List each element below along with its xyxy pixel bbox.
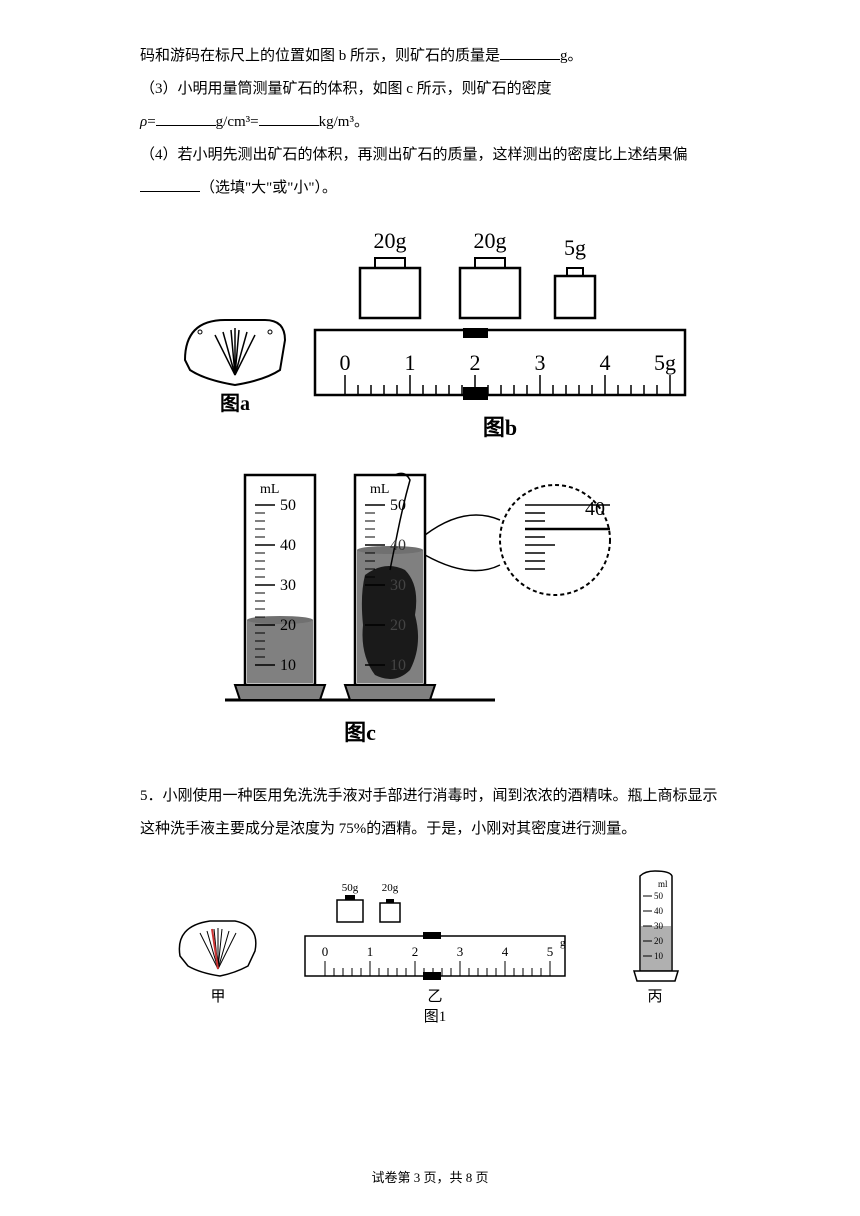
text: （选填"大"或"小"）。 (200, 180, 337, 196)
figure-ab-svg: 图a 20g 20g 5g (165, 220, 705, 450)
tick-3: 3 (535, 350, 546, 375)
line-1: 码和游码在标尺上的位置如图 b 所示，则矿石的质量是 g。 (140, 40, 730, 73)
tick-40: 40 (280, 537, 296, 554)
footer-right: 共 8 页 (450, 1170, 489, 1185)
footer: 试卷第 3 页，共 8 页 (0, 1167, 860, 1186)
text: 5．小刚使用一种医用免洗洗手液对手部进行消毒时，闻到浓浓的酒精味。瓶上商标显示这… (140, 788, 718, 837)
text: （4）若小明先测出矿石的体积，再测出矿石的质量，这样测出的密度比上述结果偏 (140, 147, 688, 163)
line-2: （3）小明用量筒测量矿石的体积，如图 c 所示，则矿石的密度 (140, 73, 730, 106)
figure-c-svg: mL 50 40 30 20 10 mL (215, 465, 655, 745)
q5-text: 5．小刚使用一种医用免洗洗手液对手部进行消毒时，闻到浓浓的酒精味。瓶上商标显示这… (140, 780, 730, 846)
figure-1: 甲 50g 20g 0 1 2 (140, 866, 730, 1041)
tick-50b: 50 (390, 497, 406, 514)
figure-1-svg: 甲 50g 20g 0 1 2 (165, 866, 705, 1036)
tick-2: 2 (470, 350, 481, 375)
tick-30: 30 (280, 577, 296, 594)
ml-label-2: mL (370, 482, 389, 497)
tick-10b: 10 (390, 657, 406, 674)
c50: 50 (654, 891, 664, 901)
text: （3）小明用量筒测量矿石的体积，如图 c 所示，则矿石的密度 (140, 81, 552, 97)
ml: ml (658, 879, 668, 889)
text: kg/m³。 (319, 114, 369, 130)
figure-ab: 图a 20g 20g 5g (140, 220, 730, 455)
rg: g (560, 937, 566, 949)
tick-10: 10 (280, 657, 296, 674)
line-3: ρ=g/cm³=kg/m³。 (140, 106, 730, 139)
c40: 40 (654, 906, 664, 916)
tick-5g: 5g (654, 350, 676, 375)
weight-label-1: 20g (374, 228, 407, 253)
c10: 10 (654, 951, 664, 961)
r4: 4 (502, 944, 509, 959)
tick-30b: 30 (390, 577, 406, 594)
weight-label-3: 5g (564, 235, 586, 260)
text: 码和游码在标尺上的位置如图 b 所示，则矿石的质量是 (140, 48, 500, 64)
w50g: 50g (342, 882, 359, 894)
label-a: 图a (220, 392, 250, 415)
tick-40b: 40 (390, 537, 406, 554)
r5: 5 (547, 944, 554, 959)
c20: 20 (654, 936, 664, 946)
label-jia: 甲 (210, 989, 225, 1005)
r3: 3 (457, 944, 464, 959)
text: = (147, 114, 155, 130)
r0: 0 (322, 944, 329, 959)
footer-left: 试卷第 3 页， (371, 1170, 449, 1185)
label-b: 图b (483, 415, 517, 440)
c30: 30 (654, 921, 664, 931)
tick-20: 20 (280, 617, 296, 634)
tick-4: 4 (600, 350, 611, 375)
label-c: 图c (344, 720, 376, 745)
tick-1: 1 (405, 350, 416, 375)
figure-c: mL 50 40 30 20 10 mL (140, 465, 730, 750)
tick-0: 0 (340, 350, 351, 375)
ml-label-1: mL (260, 482, 279, 497)
blank-density1 (156, 111, 216, 126)
blank-density2 (259, 111, 319, 126)
text: g。 (560, 48, 583, 64)
tick-20b: 20 (390, 617, 406, 634)
w20g: 20g (382, 882, 399, 894)
r2: 2 (412, 944, 419, 959)
weight-label-2: 20g (474, 228, 507, 253)
label-yi: 乙 (427, 989, 442, 1005)
tick-50: 50 (280, 497, 296, 514)
zoom-40: 40 (585, 498, 605, 520)
line-5: （选填"大"或"小"）。 (140, 172, 730, 205)
blank-bias (140, 177, 200, 192)
r1: 1 (367, 944, 374, 959)
text: g/cm³= (216, 114, 259, 130)
blank-mass (500, 45, 560, 60)
line-4: （4）若小明先测出矿石的体积，再测出矿石的质量，这样测出的密度比上述结果偏 (140, 139, 730, 172)
label-fig1: 图1 (424, 1008, 447, 1025)
label-bing: 丙 (647, 989, 662, 1005)
